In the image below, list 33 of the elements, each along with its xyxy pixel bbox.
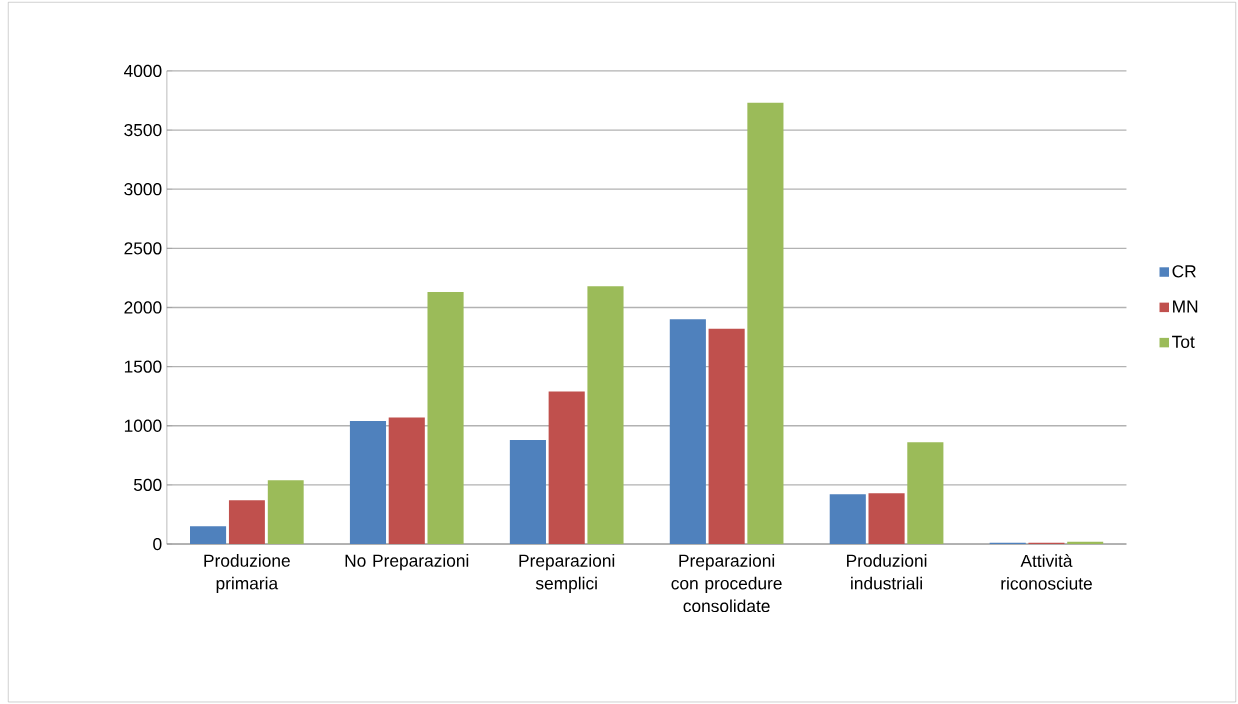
y-tick-label: 1000 [124,419,162,432]
legend-label: Tot [1172,335,1195,348]
bar [868,493,905,544]
bar [427,291,464,544]
x-tick-label: Produzioni industriali [847,553,927,590]
x-tick-label: Produzione primaria [204,553,290,593]
bar [228,500,265,544]
x-tick-label: Attività riconosciute [1001,553,1092,590]
legend-label: CR [1172,265,1196,278]
bar [587,286,624,544]
y-tick-label: 1500 [124,360,162,373]
bar [708,328,745,544]
bar [548,391,585,544]
bar [189,526,227,544]
x-tick-label: Preparazioni semplici [519,553,615,593]
bar [267,480,304,544]
x-tick-label: Preparazioni con procedure consolidate [671,553,782,612]
y-tick-label: 2000 [124,301,162,314]
bar [747,102,784,544]
y-tick-label: 3000 [124,182,162,196]
y-tick-label: 500 [133,478,162,491]
y-tick-label: 3500 [124,123,162,137]
y-tick-label: 4000 [124,64,162,77]
bar [509,439,546,544]
bar [829,494,866,544]
bar [907,442,944,544]
bar [349,420,387,544]
x-tick-label: No Preparazioni [345,553,469,571]
legend-label: MN [1173,300,1198,313]
bar [669,319,706,544]
y-tick-label: 2500 [124,242,162,255]
y-tick-label: 0 [153,537,162,551]
bar [388,417,425,544]
